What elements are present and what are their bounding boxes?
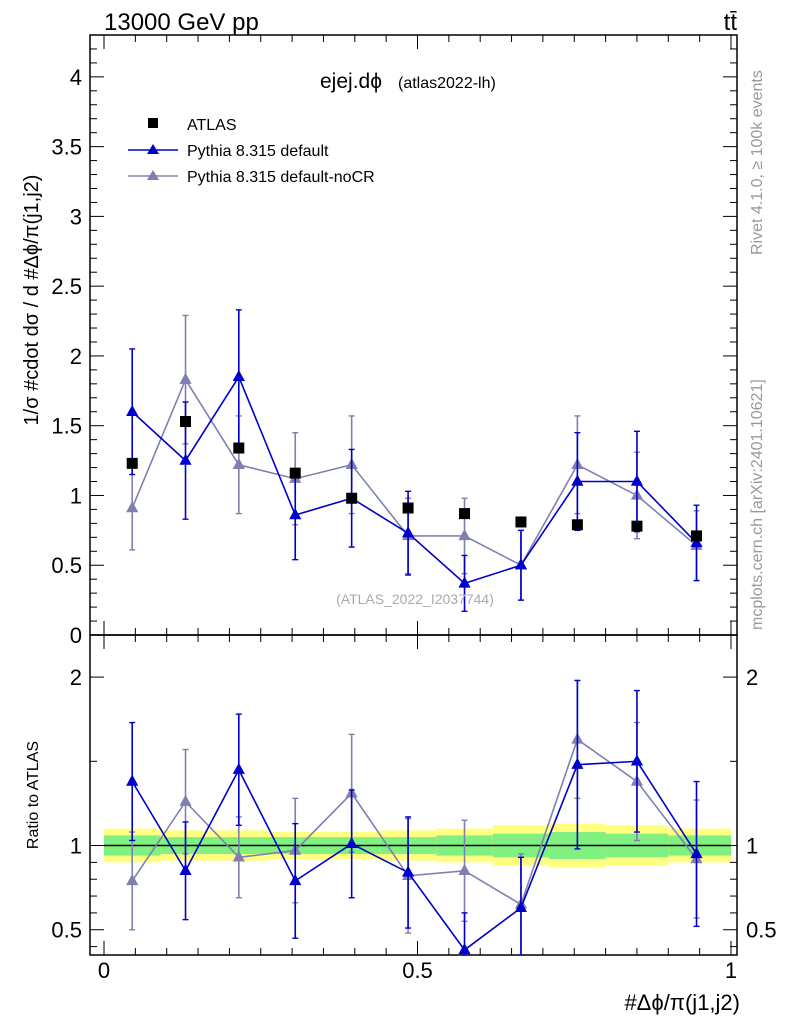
ratio-point-pythia <box>126 774 139 786</box>
data-point-atlas <box>631 520 643 532</box>
ratio-point-pythia <box>571 757 584 769</box>
ratio-y-tick-label-left: 2 <box>70 665 82 690</box>
main-y-tick-label: 4 <box>70 65 82 90</box>
ratio-point-pythia <box>402 865 415 877</box>
legend: ATLAS Pythia 8.315 default Pythia 8.315 … <box>128 117 375 186</box>
ratio-point-pythia <box>232 762 245 774</box>
data-point-pythia <box>126 404 139 416</box>
ratio-y-tick-label-left: 0.5 <box>51 918 82 943</box>
main-y-tick-label: 3.5 <box>51 135 82 160</box>
ratio-y-tick-label-right: 0.5 <box>746 918 777 943</box>
series-line-nocr <box>131 377 698 567</box>
data-point-pythia <box>179 453 192 465</box>
x-axis-label: #Δϕ/π(j1,j2) <box>624 990 740 1015</box>
data-point-nocr <box>458 528 471 541</box>
data-point-atlas <box>233 442 245 454</box>
rivet-label: Rivet 4.1.0, ≥ 100k events <box>749 70 766 255</box>
ratio-panel: 0.5 0.5 1 1 2 2 0 0.5 1 Ratio to ATLAS #Δϕ/π(j1,… <box>25 634 777 1015</box>
legend-pythia-marker <box>147 144 159 154</box>
analysis-watermark: (ATLAS_2022_I2037744) <box>336 591 494 607</box>
series-line-pythia <box>131 375 698 585</box>
ratio-point-pythia <box>179 863 192 875</box>
ratio-point-nocr <box>458 863 471 875</box>
ratio-point-nocr <box>232 850 245 862</box>
main-y-tick-label: 0 <box>70 623 82 648</box>
ratio-data-marks <box>126 679 703 956</box>
main-y-tick-label: 1.5 <box>51 414 82 439</box>
ratio-point-pythia <box>345 836 358 849</box>
data-point-atlas <box>691 530 703 542</box>
plot-title-suffix: (atlas2022-lh) <box>398 75 496 92</box>
data-point-atlas <box>402 502 414 514</box>
data-point-pythia <box>690 535 703 548</box>
ratio-y-tick-label-left: 1 <box>70 834 82 859</box>
ratio-line-nocr <box>131 738 698 906</box>
data-point-pythia <box>514 558 528 570</box>
data-point-atlas <box>459 508 471 520</box>
ratio-y-axis-label: Ratio to ATLAS <box>25 741 42 849</box>
main-y-tick-label: 1 <box>70 483 82 508</box>
ratio-axis-ticks: 0.5 0.5 1 1 2 2 0 0.5 1 <box>51 635 777 983</box>
ratio-point-pythia <box>690 846 703 859</box>
main-y-tick-label: 2.5 <box>51 274 82 299</box>
legend-atlas-label: ATLAS <box>187 117 237 134</box>
data-point-atlas <box>571 519 583 531</box>
legend-pythia-label: Pythia 8.315 default <box>187 143 329 160</box>
main-axis-ticks: 0 0.5 1 1.5 2 2.5 3 3.5 4 <box>51 34 737 648</box>
legend-atlas-marker <box>148 118 158 128</box>
x-tick-label: 1 <box>725 958 737 983</box>
data-point-pythia <box>289 508 302 520</box>
data-point-pythia <box>571 474 584 486</box>
data-point-nocr <box>232 457 245 469</box>
legend-nocr-label: Pythia 8.315 default-noCR <box>187 169 375 186</box>
x-tick-label: 0.5 <box>402 958 433 983</box>
main-y-tick-label: 0.5 <box>51 553 82 578</box>
data-point-atlas <box>289 467 301 479</box>
data-point-atlas <box>346 492 358 504</box>
mcplots-label: mcplots.cern.ch [arXiv:2401.10621] <box>749 379 766 630</box>
ratio-point-pythia <box>458 942 471 955</box>
data-point-pythia <box>458 576 471 588</box>
main-panel: 0 0.5 1 1.5 2 2.5 3 3.5 4 ejej.dϕ (atlas2022-lh)… <box>21 34 738 648</box>
data-point-pythia <box>630 474 644 486</box>
main-y-axis-label: 1/σ #cdot dσ / d #Δϕ/π(j1,j2) <box>21 175 43 426</box>
ratio-point-nocr <box>179 794 192 806</box>
data-point-atlas <box>126 457 138 469</box>
ratio-point-pythia <box>514 900 528 913</box>
main-y-tick-label: 2 <box>70 344 82 369</box>
ratio-y-tick-label-right: 1 <box>746 834 758 859</box>
data-point-nocr <box>179 372 192 384</box>
data-point-pythia <box>232 369 245 382</box>
data-point-pythia <box>402 526 415 538</box>
process-label: tt̄ <box>724 9 738 36</box>
ratio-point-pythia <box>289 873 302 886</box>
data-point-atlas <box>515 516 527 528</box>
ratio-y-tick-label-right: 2 <box>746 665 758 690</box>
ratio-point-pythia <box>630 754 644 766</box>
main-y-tick-label: 3 <box>70 204 82 229</box>
data-point-atlas <box>180 416 192 428</box>
plot-title: ejej.dϕ <box>320 70 382 93</box>
x-tick-label: 0 <box>98 958 110 983</box>
legend-nocr-marker <box>147 170 159 180</box>
ratio-frame <box>89 634 738 956</box>
ratio-point-nocr <box>126 873 139 886</box>
energy-label: 13000 GeV pp <box>104 9 259 36</box>
data-point-nocr <box>126 501 139 513</box>
main-data-marks <box>126 309 703 612</box>
